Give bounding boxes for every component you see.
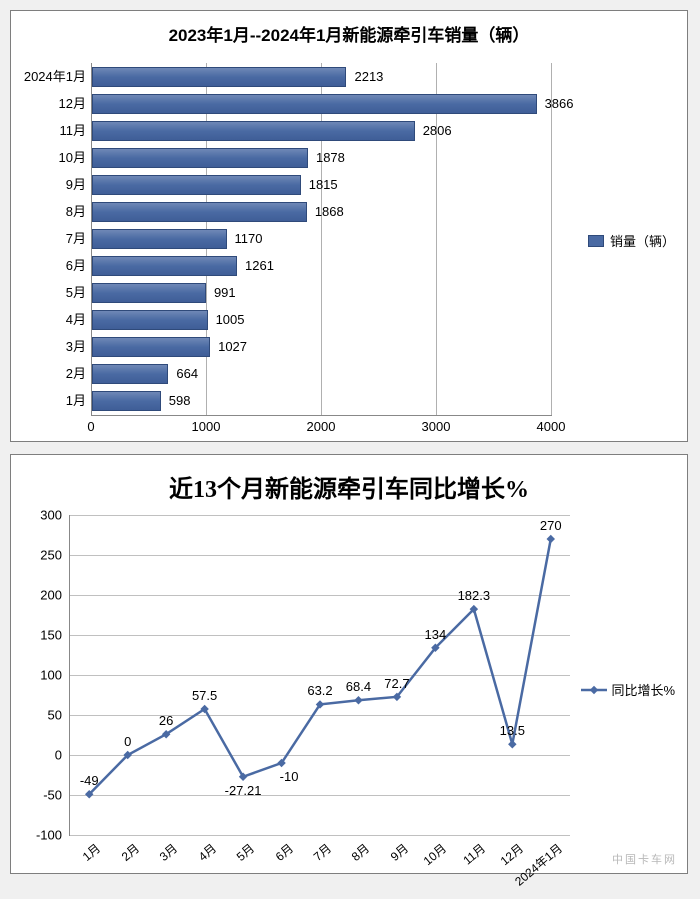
chart1-plot-area: 2024年1月221312月386611月280610月18789月18158月… bbox=[91, 63, 552, 416]
legend-swatch-icon bbox=[588, 235, 604, 247]
bar-category-label: 5月 bbox=[66, 283, 92, 303]
y-tick-label: -100 bbox=[36, 828, 70, 843]
x-tick-label: 4000 bbox=[537, 419, 566, 434]
data-marker bbox=[508, 740, 516, 748]
bar bbox=[92, 94, 537, 114]
y-tick-label: 150 bbox=[40, 628, 70, 643]
y-tick-label: 100 bbox=[40, 668, 70, 683]
bar-category-label: 6月 bbox=[66, 256, 92, 276]
bar-category-label: 12月 bbox=[59, 94, 92, 114]
legend-line-icon bbox=[581, 684, 607, 696]
data-point-label: 182.3 bbox=[458, 588, 491, 603]
bar-value-label: 2213 bbox=[354, 67, 383, 87]
data-point-label: 270 bbox=[540, 518, 562, 533]
y-tick-label: 200 bbox=[40, 588, 70, 603]
x-tick-label: 10月 bbox=[416, 835, 450, 869]
bar-category-label: 3月 bbox=[66, 337, 92, 357]
bar-value-label: 1878 bbox=[316, 148, 345, 168]
chart2-line-svg bbox=[70, 515, 570, 835]
bar-category-label: 2月 bbox=[66, 364, 92, 384]
bar bbox=[92, 391, 161, 411]
bar-category-label: 10月 bbox=[59, 148, 92, 168]
chart2-plot-area: -100-500501001502002503001月2月3月4月5月6月7月8… bbox=[69, 515, 570, 836]
x-tick-label: 11月 bbox=[455, 835, 489, 868]
x-tick-label: 8月 bbox=[344, 835, 373, 865]
chart1-title: 2023年1月--2024年1月新能源牵引车销量（辆） bbox=[11, 11, 687, 52]
chart2-title: 近13个月新能源牵引车同比增长% bbox=[11, 455, 687, 510]
data-point-label: 26 bbox=[159, 713, 173, 728]
x-tick-label: 6月 bbox=[267, 835, 296, 865]
y-tick-label: 250 bbox=[40, 548, 70, 563]
bar-value-label: 598 bbox=[169, 391, 191, 411]
bar-value-label: 1005 bbox=[216, 310, 245, 330]
bar bbox=[92, 121, 415, 141]
bar-value-label: 1815 bbox=[309, 175, 338, 195]
watermark-text: 中国卡车网 bbox=[612, 851, 677, 867]
bar-category-label: 1月 bbox=[66, 391, 92, 411]
x-tick-label: 9月 bbox=[383, 835, 412, 865]
bar bbox=[92, 175, 301, 195]
bar-category-label: 9月 bbox=[66, 175, 92, 195]
bar-value-label: 991 bbox=[214, 283, 236, 303]
bar-value-label: 3866 bbox=[545, 94, 574, 114]
bar bbox=[92, 148, 308, 168]
data-point-label: 134 bbox=[425, 627, 447, 642]
bar bbox=[92, 256, 237, 276]
data-point-label: -49 bbox=[80, 773, 99, 788]
x-tick-label: 3000 bbox=[422, 419, 451, 434]
x-tick-label: 0 bbox=[87, 419, 94, 434]
bar-category-label: 4月 bbox=[66, 310, 92, 330]
data-point-label: 72.7 bbox=[384, 676, 409, 691]
x-tick-label: 2月 bbox=[113, 835, 142, 865]
data-point-label: -10 bbox=[280, 769, 299, 784]
x-tick-label: 7月 bbox=[306, 835, 335, 865]
x-tick-label: 1月 bbox=[75, 835, 104, 865]
bar-value-label: 1868 bbox=[315, 202, 344, 222]
data-point-label: 13.5 bbox=[500, 723, 525, 738]
bar-category-label: 7月 bbox=[66, 229, 92, 249]
y-tick-label: 300 bbox=[40, 508, 70, 523]
line-chart-panel: 近13个月新能源牵引车同比增长% -100-500501001502002503… bbox=[10, 454, 688, 874]
line-path bbox=[89, 539, 551, 794]
bar bbox=[92, 337, 210, 357]
chart2-legend: 同比增长% bbox=[581, 680, 675, 699]
bar-value-label: 1261 bbox=[245, 256, 274, 276]
data-marker bbox=[547, 535, 555, 543]
x-tick-label: 5月 bbox=[229, 835, 258, 865]
data-point-label: -27.21 bbox=[225, 783, 262, 798]
bar bbox=[92, 67, 346, 87]
bar-category-label: 2024年1月 bbox=[24, 67, 92, 87]
y-tick-label: 0 bbox=[55, 748, 70, 763]
data-point-label: 68.4 bbox=[346, 679, 371, 694]
bar-chart-panel: 2023年1月--2024年1月新能源牵引车销量（辆） 2024年1月22131… bbox=[10, 10, 688, 442]
x-tick-label: 2000 bbox=[307, 419, 336, 434]
bar-value-label: 1170 bbox=[235, 229, 263, 249]
bar-value-label: 1027 bbox=[218, 337, 247, 357]
data-point-label: 63.2 bbox=[307, 683, 332, 698]
chart2-legend-label: 同比增长% bbox=[611, 680, 675, 699]
y-tick-label: 50 bbox=[48, 708, 70, 723]
bar-category-label: 8月 bbox=[66, 202, 92, 222]
chart1-legend: 销量（辆） bbox=[588, 231, 675, 250]
chart1-x-axis: 01000200030004000 bbox=[91, 417, 551, 439]
bar bbox=[92, 310, 208, 330]
data-point-label: 57.5 bbox=[192, 688, 217, 703]
bar-value-label: 664 bbox=[176, 364, 198, 384]
bar-category-label: 11月 bbox=[60, 121, 93, 141]
bar bbox=[92, 202, 307, 222]
bar bbox=[92, 283, 206, 303]
bar bbox=[92, 229, 227, 249]
y-tick-label: -50 bbox=[43, 788, 70, 803]
x-tick-label: 4月 bbox=[190, 835, 219, 865]
data-marker bbox=[354, 696, 362, 704]
x-tick-label: 1000 bbox=[192, 419, 221, 434]
bar-value-label: 2806 bbox=[423, 121, 452, 141]
chart1-legend-label: 销量（辆） bbox=[610, 231, 675, 250]
bar bbox=[92, 364, 168, 384]
x-tick-label: 3月 bbox=[152, 835, 181, 865]
data-point-label: 0 bbox=[124, 734, 131, 749]
